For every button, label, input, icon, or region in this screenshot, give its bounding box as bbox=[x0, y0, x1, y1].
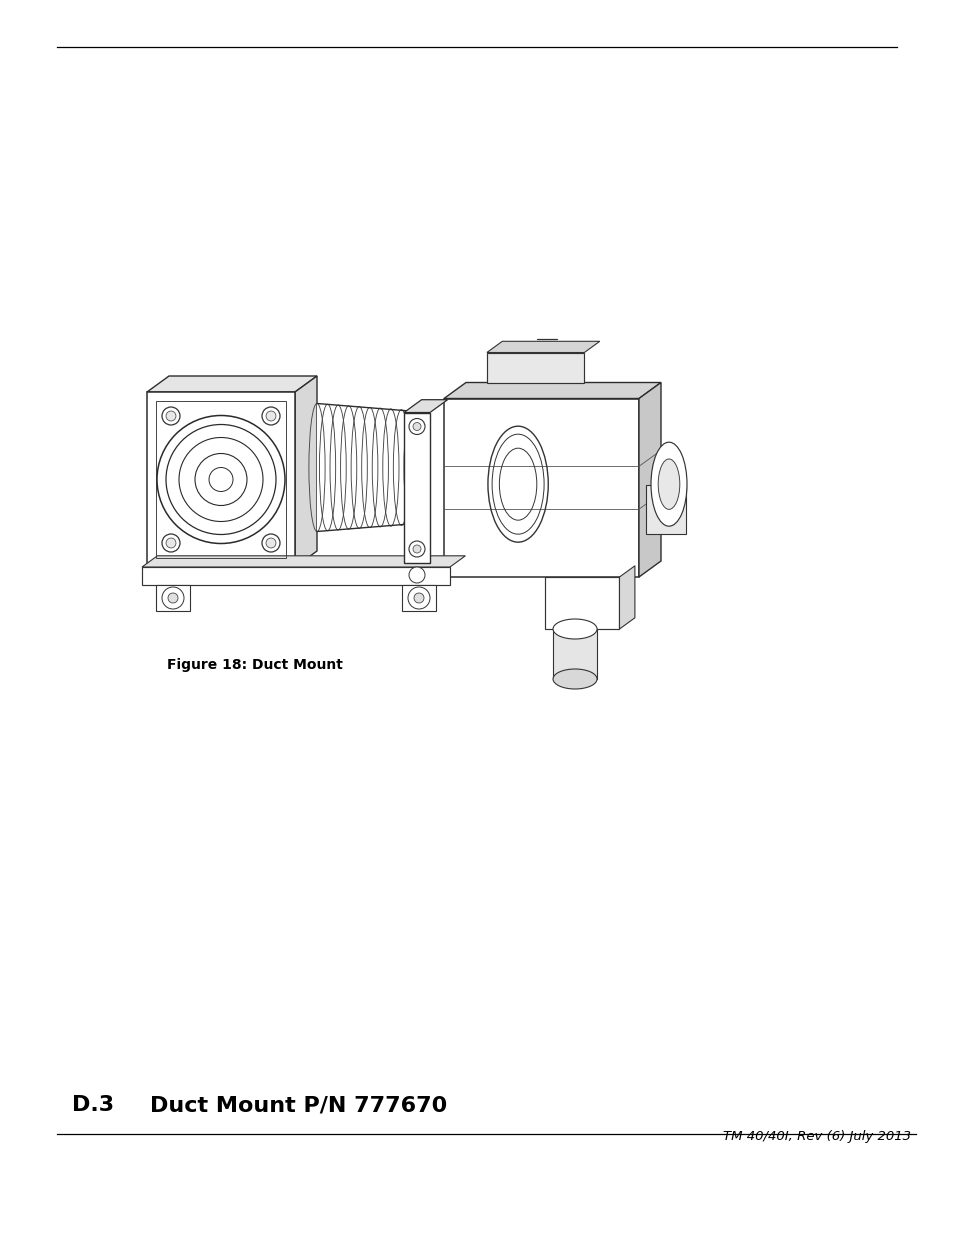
Bar bbox=[156, 585, 190, 611]
Bar bbox=[147, 391, 294, 567]
Polygon shape bbox=[639, 383, 660, 577]
Text: TM 40/40I, Rev (6) July 2013: TM 40/40I, Rev (6) July 2013 bbox=[722, 1130, 910, 1144]
Bar bbox=[545, 577, 618, 629]
Bar bbox=[156, 401, 286, 558]
Bar bbox=[403, 412, 430, 563]
Polygon shape bbox=[403, 400, 447, 412]
Bar bbox=[553, 629, 597, 679]
Ellipse shape bbox=[553, 619, 597, 638]
Polygon shape bbox=[618, 566, 635, 629]
Ellipse shape bbox=[650, 442, 686, 526]
Ellipse shape bbox=[408, 587, 430, 609]
Polygon shape bbox=[147, 375, 316, 391]
Ellipse shape bbox=[266, 538, 275, 548]
Ellipse shape bbox=[266, 411, 275, 421]
Bar bbox=[401, 585, 436, 611]
Ellipse shape bbox=[162, 408, 180, 425]
Polygon shape bbox=[142, 556, 465, 567]
Ellipse shape bbox=[166, 538, 175, 548]
Ellipse shape bbox=[166, 411, 175, 421]
Polygon shape bbox=[486, 341, 599, 352]
Ellipse shape bbox=[409, 567, 424, 583]
Ellipse shape bbox=[262, 408, 280, 425]
Ellipse shape bbox=[157, 415, 285, 543]
Bar bbox=[142, 567, 450, 585]
Ellipse shape bbox=[413, 545, 420, 553]
Polygon shape bbox=[294, 375, 316, 567]
Bar bbox=[443, 399, 639, 577]
Polygon shape bbox=[443, 383, 660, 399]
Ellipse shape bbox=[409, 541, 424, 557]
Polygon shape bbox=[316, 404, 412, 531]
Ellipse shape bbox=[168, 593, 178, 603]
Ellipse shape bbox=[658, 459, 679, 509]
Ellipse shape bbox=[414, 593, 423, 603]
Text: Figure 18: Duct Mount: Figure 18: Duct Mount bbox=[167, 658, 342, 672]
Ellipse shape bbox=[162, 534, 180, 552]
Ellipse shape bbox=[413, 422, 420, 431]
Ellipse shape bbox=[409, 419, 424, 435]
Text: D.3: D.3 bbox=[71, 1095, 113, 1115]
Bar bbox=[486, 352, 584, 383]
Bar bbox=[645, 485, 685, 535]
Ellipse shape bbox=[262, 534, 280, 552]
Text: Duct Mount P/N 777670: Duct Mount P/N 777670 bbox=[150, 1095, 447, 1115]
Ellipse shape bbox=[162, 587, 184, 609]
Ellipse shape bbox=[553, 669, 597, 689]
